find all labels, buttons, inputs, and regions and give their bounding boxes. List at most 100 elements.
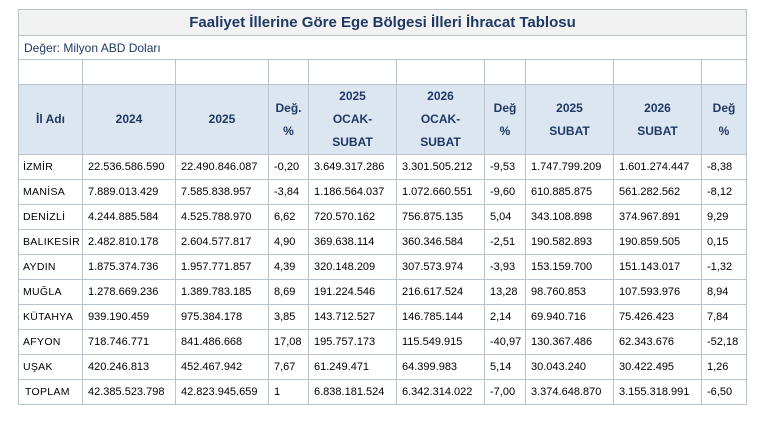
column-header-line: Değ xyxy=(493,100,517,115)
value-cell: 30.043.240 xyxy=(525,354,614,380)
column-header: 2025 xyxy=(175,84,269,155)
column-header-line: 2025 xyxy=(208,112,236,126)
province-name-cell: TOPLAM xyxy=(18,379,83,405)
table-row: İZMİR 22.536.586.590 22.490.846.087 -0,20 3.… xyxy=(18,154,748,180)
column-header-line: Değ. xyxy=(275,100,302,115)
spacer-cell xyxy=(308,59,397,85)
column-header-line: SUBAT xyxy=(637,123,678,138)
table-row: AYDIN 1.875.374.736 1.957.771.857 4,39 320.1… xyxy=(18,254,748,280)
spacer-cell xyxy=(268,59,309,85)
value-cell: 8,69 xyxy=(268,279,309,305)
value-cell: 6.838.181.524 xyxy=(308,379,397,405)
value-cell: 115.549.915 xyxy=(396,329,485,355)
value-cell: 610.885.875 xyxy=(525,179,614,205)
value-cell: 1.186.564.037 xyxy=(308,179,397,205)
province-name-cell: BALIKESİR xyxy=(18,229,83,255)
value-cell: 5,14 xyxy=(484,354,526,380)
column-header: Değ% xyxy=(484,84,526,155)
value-cell: 5,04 xyxy=(484,204,526,230)
value-cell: 4,39 xyxy=(268,254,309,280)
value-cell: 30.422.495 xyxy=(613,354,702,380)
value-cell: 939.190.459 xyxy=(82,304,176,330)
column-header: 2025 OCAK- SUBAT xyxy=(308,84,397,155)
column-header-line: % xyxy=(718,123,730,138)
column-header-line: % xyxy=(283,123,294,138)
total-row: TOPLAM 42.385.523.798 42.823.945.659 1 6.838… xyxy=(18,379,748,405)
value-cell: -8,12 xyxy=(700,179,748,205)
value-cell: 9,29 xyxy=(700,204,748,230)
spacer-cell xyxy=(82,59,176,85)
column-header: 2025 SUBAT xyxy=(525,84,614,155)
value-cell: 143.712.527 xyxy=(308,304,397,330)
value-cell: 190.859.505 xyxy=(613,229,702,255)
value-cell: 42.823.945.659 xyxy=(175,379,269,405)
column-header-line: SUBAT xyxy=(549,123,590,138)
value-cell: -3,84 xyxy=(268,179,309,205)
value-cell: 7,84 xyxy=(700,304,748,330)
value-cell: 75.426.423 xyxy=(613,304,702,330)
table-title: Faaliyet İllerine Göre Ege Bölgesi İller… xyxy=(17,9,748,36)
value-cell: 62.343.676 xyxy=(613,329,702,355)
column-header-line: OCAK- xyxy=(332,112,373,126)
column-header-line: OCAK- xyxy=(420,112,461,126)
province-name-cell: UŞAK xyxy=(18,354,83,380)
value-cell: 360.346.584 xyxy=(396,229,485,255)
value-cell: 1 xyxy=(268,379,309,405)
province-name-cell: MUĞLA xyxy=(18,279,83,305)
spacer-cell xyxy=(18,59,83,85)
value-cell: 320.148.209 xyxy=(308,254,397,280)
column-header-line: 2026 xyxy=(644,100,671,115)
value-cell: 61.249.471 xyxy=(308,354,397,380)
spacer-cell xyxy=(700,59,748,85)
export-table: Faaliyet İllerine Göre Ege Bölgesi İller… xyxy=(17,9,748,405)
table-row: KÜTAHYA 939.190.459 975.384.178 3,85 143.712… xyxy=(18,304,748,330)
column-header-line: SUBAT xyxy=(420,135,461,149)
spacer-cell xyxy=(396,59,485,85)
column-header-line: 2024 xyxy=(115,112,143,126)
value-cell: 7.889.013.429 xyxy=(82,179,176,205)
value-cell: 64.399.983 xyxy=(396,354,485,380)
value-cell: 8,94 xyxy=(700,279,748,305)
value-cell: 13,28 xyxy=(484,279,526,305)
value-cell: -1,32 xyxy=(700,254,748,280)
column-header: 2024 xyxy=(82,84,176,155)
value-cell: 1.278.669.236 xyxy=(82,279,176,305)
value-cell: 3,85 xyxy=(268,304,309,330)
value-cell: 151.143.017 xyxy=(613,254,702,280)
value-cell: 841.486.668 xyxy=(175,329,269,355)
value-cell: 1.072.660.551 xyxy=(396,179,485,205)
value-cell: -0,20 xyxy=(268,154,309,180)
province-name-cell: İZMİR xyxy=(18,154,83,180)
table-row: BALIKESİR 2.482.810.178 2.604.577.817 4,90 3… xyxy=(18,229,748,255)
value-cell: 3.301.505.212 xyxy=(396,154,485,180)
value-cell: 2.604.577.817 xyxy=(175,229,269,255)
value-cell: -3,93 xyxy=(484,254,526,280)
value-cell: 22.536.586.590 xyxy=(82,154,176,180)
value-cell: -40,97 xyxy=(484,329,526,355)
value-cell: 975.384.178 xyxy=(175,304,269,330)
province-name-cell: DENİZLİ xyxy=(18,204,83,230)
value-cell: 452.467.942 xyxy=(175,354,269,380)
value-cell: 2.482.810.178 xyxy=(82,229,176,255)
value-cell: 1,26 xyxy=(700,354,748,380)
value-cell: 307.573.974 xyxy=(396,254,485,280)
value-cell: 6.342.314.022 xyxy=(396,379,485,405)
value-cell: 190.582.893 xyxy=(525,229,614,255)
value-cell: 2,14 xyxy=(484,304,526,330)
value-cell: -8,38 xyxy=(700,154,748,180)
value-cell: 1.389.783.185 xyxy=(175,279,269,305)
value-cell: 561.282.562 xyxy=(613,179,702,205)
column-header: 2026 OCAK- SUBAT xyxy=(396,84,485,155)
value-cell: 191.224.546 xyxy=(308,279,397,305)
value-cell: 7,67 xyxy=(268,354,309,380)
spacer-row xyxy=(18,59,748,85)
value-cell: 146.785.144 xyxy=(396,304,485,330)
value-cell: 153.159.700 xyxy=(525,254,614,280)
table-row: MUĞLA 1.278.669.236 1.389.783.185 8,69 191.2… xyxy=(18,279,748,305)
value-cell: 3.374.648.870 xyxy=(525,379,614,405)
column-header-line: İl Adı xyxy=(36,112,65,126)
column-header-line: SUBAT xyxy=(332,135,373,149)
export-table-container: Faaliyet İllerine Göre Ege Bölgesi İller… xyxy=(17,9,748,405)
value-cell: 7.585.838.957 xyxy=(175,179,269,205)
value-cell: 4.244.885.584 xyxy=(82,204,176,230)
